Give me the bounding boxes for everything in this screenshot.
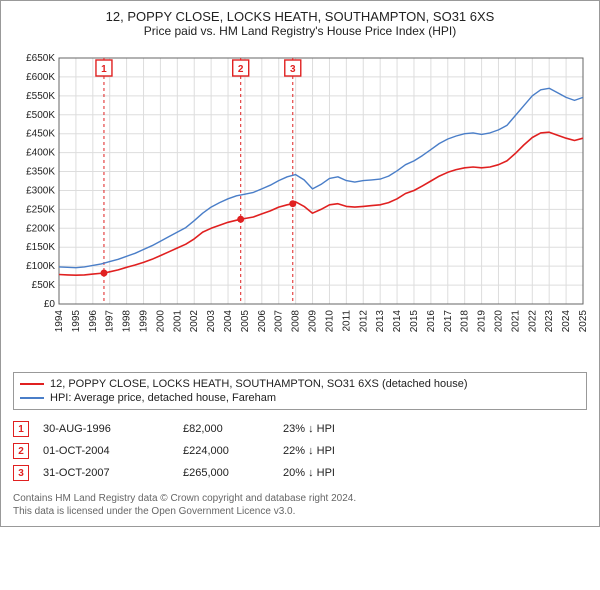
- svg-text:2021: 2021: [510, 310, 521, 333]
- svg-text:2004: 2004: [223, 310, 234, 333]
- sale-price: £224,000: [183, 445, 283, 457]
- sale-price: £82,000: [183, 423, 283, 435]
- svg-text:1996: 1996: [88, 310, 99, 333]
- svg-text:£600K: £600K: [26, 72, 55, 83]
- svg-text:£50K: £50K: [32, 280, 56, 291]
- plot-area: £0 £50K £100K £150K £200K £250K £300K £350K £400…: [13, 44, 587, 364]
- svg-text:2007: 2007: [274, 310, 285, 333]
- chart-title: 12, POPPY CLOSE, LOCKS HEATH, SOUTHAMPTO…: [13, 9, 587, 24]
- svg-text:2: 2: [238, 64, 244, 75]
- legend: 12, POPPY CLOSE, LOCKS HEATH, SOUTHAMPTO…: [13, 372, 587, 410]
- svg-text:2002: 2002: [189, 310, 200, 333]
- svg-text:2003: 2003: [206, 310, 217, 333]
- svg-text:2025: 2025: [578, 310, 589, 333]
- svg-text:2011: 2011: [341, 310, 352, 332]
- footnote-line-1: Contains HM Land Registry data © Crown c…: [13, 492, 587, 505]
- sale-marker-icon: 3: [13, 465, 29, 481]
- sale-row: 2 01-OCT-2004£224,00022% ↓ HPI: [13, 440, 587, 462]
- svg-text:1: 1: [101, 64, 107, 75]
- sale-price: £265,000: [183, 467, 283, 479]
- svg-text:2020: 2020: [493, 310, 504, 333]
- svg-text:£650K: £650K: [26, 53, 55, 64]
- legend-label: HPI: Average price, detached house, Fare…: [50, 392, 276, 404]
- svg-text:2001: 2001: [172, 310, 183, 333]
- svg-text:1999: 1999: [139, 310, 150, 333]
- svg-text:2022: 2022: [527, 310, 538, 333]
- svg-text:2023: 2023: [544, 310, 555, 333]
- svg-text:3: 3: [290, 64, 296, 75]
- sales-table: 1 30-AUG-1996£82,00023% ↓ HPI 2 01-OCT-2004…: [13, 418, 587, 484]
- legend-swatch: [20, 383, 44, 385]
- svg-text:£100K: £100K: [26, 261, 55, 272]
- sale-marker-icon: 1: [13, 421, 29, 437]
- svg-text:2012: 2012: [358, 310, 369, 333]
- legend-item: 12, POPPY CLOSE, LOCKS HEATH, SOUTHAMPTO…: [20, 377, 580, 391]
- legend-swatch: [20, 397, 44, 399]
- svg-text:2016: 2016: [426, 310, 437, 333]
- svg-text:1995: 1995: [71, 310, 82, 333]
- svg-text:£500K: £500K: [26, 110, 55, 121]
- svg-text:2010: 2010: [324, 310, 335, 333]
- sale-delta: 22% ↓ HPI: [283, 445, 403, 457]
- svg-text:£300K: £300K: [26, 185, 55, 196]
- sale-date: 31-OCT-2007: [43, 467, 183, 479]
- line-chart-svg: £0 £50K £100K £150K £200K £250K £300K £350K £400…: [13, 44, 589, 364]
- svg-text:2013: 2013: [375, 310, 386, 333]
- svg-text:2009: 2009: [308, 310, 319, 333]
- legend-label: 12, POPPY CLOSE, LOCKS HEATH, SOUTHAMPTO…: [50, 378, 468, 390]
- sale-row: 1 30-AUG-1996£82,00023% ↓ HPI: [13, 418, 587, 440]
- legend-item: HPI: Average price, detached house, Fare…: [20, 391, 580, 405]
- chart-subtitle: Price paid vs. HM Land Registry's House …: [13, 24, 587, 38]
- svg-text:£350K: £350K: [26, 167, 55, 178]
- svg-text:£200K: £200K: [26, 223, 55, 234]
- svg-text:1994: 1994: [54, 310, 65, 333]
- svg-text:£150K: £150K: [26, 242, 55, 253]
- footnote-line-2: This data is licensed under the Open Gov…: [13, 505, 587, 518]
- sale-date: 01-OCT-2004: [43, 445, 183, 457]
- svg-text:1997: 1997: [105, 310, 116, 333]
- sale-date: 30-AUG-1996: [43, 423, 183, 435]
- svg-text:2000: 2000: [155, 310, 166, 333]
- svg-text:2019: 2019: [477, 310, 488, 333]
- chart-container: 12, POPPY CLOSE, LOCKS HEATH, SOUTHAMPTO…: [0, 0, 600, 527]
- svg-text:£400K: £400K: [26, 148, 55, 159]
- footnote: Contains HM Land Registry data © Crown c…: [13, 492, 587, 518]
- sale-marker-icon: 2: [13, 443, 29, 459]
- svg-text:2018: 2018: [460, 310, 471, 333]
- svg-text:2014: 2014: [392, 310, 403, 333]
- svg-text:£0: £0: [44, 299, 56, 310]
- svg-text:£250K: £250K: [26, 204, 55, 215]
- sale-delta: 23% ↓ HPI: [283, 423, 403, 435]
- sale-row: 3 31-OCT-2007£265,00020% ↓ HPI: [13, 462, 587, 484]
- svg-text:£550K: £550K: [26, 91, 55, 102]
- svg-text:£450K: £450K: [26, 129, 55, 140]
- sale-delta: 20% ↓ HPI: [283, 467, 403, 479]
- svg-text:2024: 2024: [561, 310, 572, 333]
- svg-text:2005: 2005: [240, 310, 251, 333]
- svg-text:2015: 2015: [409, 310, 420, 333]
- svg-text:1998: 1998: [122, 310, 133, 333]
- svg-text:2008: 2008: [291, 310, 302, 333]
- svg-text:2017: 2017: [443, 310, 454, 333]
- svg-text:2006: 2006: [257, 310, 268, 333]
